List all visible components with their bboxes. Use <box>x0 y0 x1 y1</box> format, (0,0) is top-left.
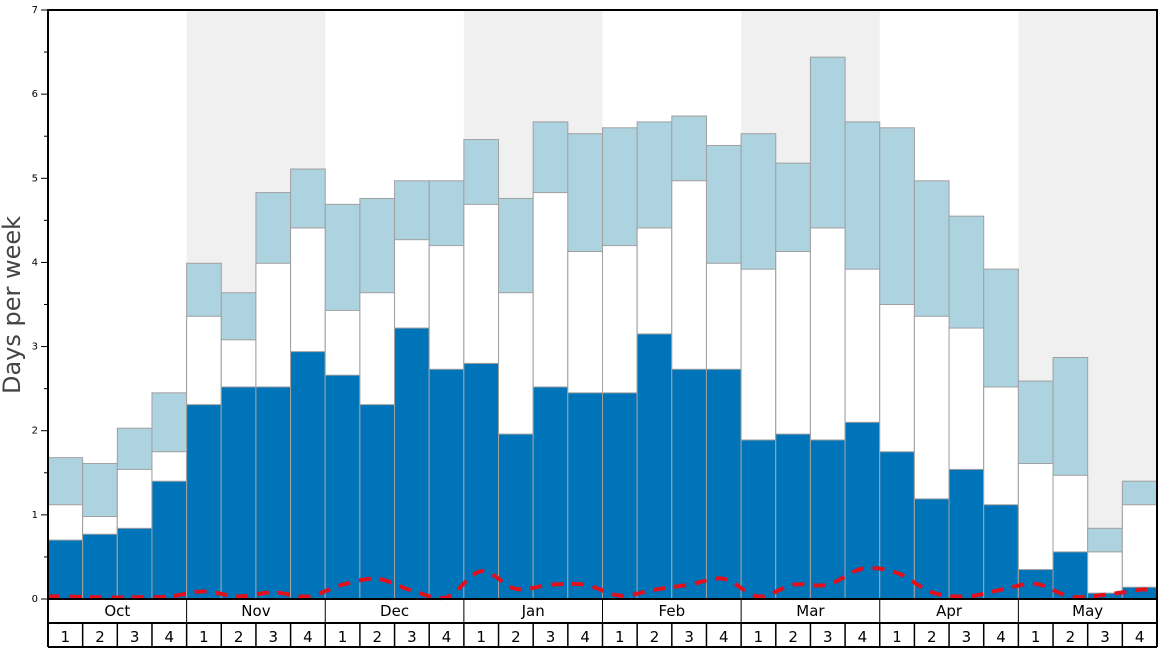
week-label: 3 <box>546 628 556 646</box>
week-label: 2 <box>511 628 521 646</box>
y-tick-label: 4 <box>32 257 38 268</box>
week-label: 2 <box>372 628 382 646</box>
y-tick-label: 1 <box>32 510 38 521</box>
bar-dark <box>948 468 985 600</box>
week-label: 2 <box>1066 628 1076 646</box>
week-label: 1 <box>754 628 764 646</box>
week-label: 3 <box>684 628 694 646</box>
bar-dark <box>705 368 742 600</box>
bar-dark <box>255 386 292 600</box>
month-label-mar: Mar <box>796 602 825 620</box>
month-label-nov: Nov <box>241 602 270 620</box>
week-label: 4 <box>719 628 729 646</box>
bar-dark <box>775 433 811 600</box>
bar-dark <box>809 439 846 600</box>
week-label: 3 <box>268 628 278 646</box>
month-label-oct: Oct <box>104 602 130 620</box>
week-label: 2 <box>927 628 937 646</box>
bar-dark <box>636 333 673 600</box>
week-label: 2 <box>234 628 244 646</box>
bar-dark <box>428 368 465 600</box>
bar-dark <box>82 533 118 600</box>
month-label-feb: Feb <box>659 602 686 620</box>
bar-dark <box>47 539 84 600</box>
week-label: 1 <box>892 628 902 646</box>
week-label: 4 <box>303 628 313 646</box>
bar-middle <box>1087 551 1123 600</box>
week-label: 4 <box>1135 628 1145 646</box>
week-label: 3 <box>823 628 833 646</box>
month-label-dec: Dec <box>380 602 409 620</box>
bar-dark <box>186 404 222 600</box>
bar-dark <box>498 433 534 600</box>
week-label: 3 <box>407 628 417 646</box>
bar-dark <box>844 421 881 600</box>
week-label: 4 <box>996 628 1006 646</box>
week-label: 1 <box>338 628 348 646</box>
bar-dark <box>567 392 603 600</box>
y-tick-label: 3 <box>32 342 38 353</box>
bar-dark <box>324 374 361 600</box>
bar-dark <box>290 351 326 600</box>
month-label-apr: Apr <box>936 602 963 620</box>
week-label: 1 <box>61 628 71 646</box>
bar-dark <box>359 404 396 600</box>
bar-dark <box>463 362 500 600</box>
y-tick-label: 7 <box>32 5 38 16</box>
bars <box>47 56 1158 600</box>
y-tick-label: 6 <box>32 89 38 100</box>
month-label-may: May <box>1072 602 1103 620</box>
bar-dark <box>151 480 188 600</box>
bar-dark <box>220 386 257 600</box>
y-tick-label: 5 <box>32 173 38 184</box>
month-label-jan: Jan <box>521 602 545 620</box>
bar-dark <box>532 386 569 600</box>
week-label: 4 <box>580 628 590 646</box>
bar-dark <box>394 327 430 600</box>
week-label: 1 <box>615 628 625 646</box>
week-label: 2 <box>95 628 105 646</box>
week-label: 3 <box>1100 628 1110 646</box>
bar-dark <box>602 392 638 600</box>
week-label: 4 <box>165 628 175 646</box>
week-label: 1 <box>199 628 209 646</box>
y-tick-label: 2 <box>32 426 38 437</box>
bar-middle <box>1121 504 1158 600</box>
bar-dark <box>740 439 777 600</box>
y-axis-label: Days per week <box>0 216 26 394</box>
bar-dark <box>879 451 915 600</box>
week-label: 1 <box>1031 628 1041 646</box>
bar-dark <box>671 368 707 600</box>
week-label: 2 <box>788 628 798 646</box>
y-tick-label: 0 <box>32 594 38 605</box>
red-dashed-line-path <box>47 565 1158 601</box>
week-label: 4 <box>858 628 868 646</box>
red-dashed-line <box>47 565 1158 601</box>
week-label: 3 <box>130 628 140 646</box>
week-label: 3 <box>962 628 972 646</box>
bar-dark <box>116 527 153 600</box>
week-label: 1 <box>476 628 486 646</box>
y-axis: 0 1 2 3 4 5 6 7 <box>32 5 48 605</box>
week-label: 2 <box>650 628 660 646</box>
x-axis: Oct Nov Dec Jan Feb Mar Apr May 1 2 3 4 1 2 3 4 1 2 3 4 1 2 3 4… <box>47 598 1158 648</box>
week-label: 4 <box>442 628 452 646</box>
